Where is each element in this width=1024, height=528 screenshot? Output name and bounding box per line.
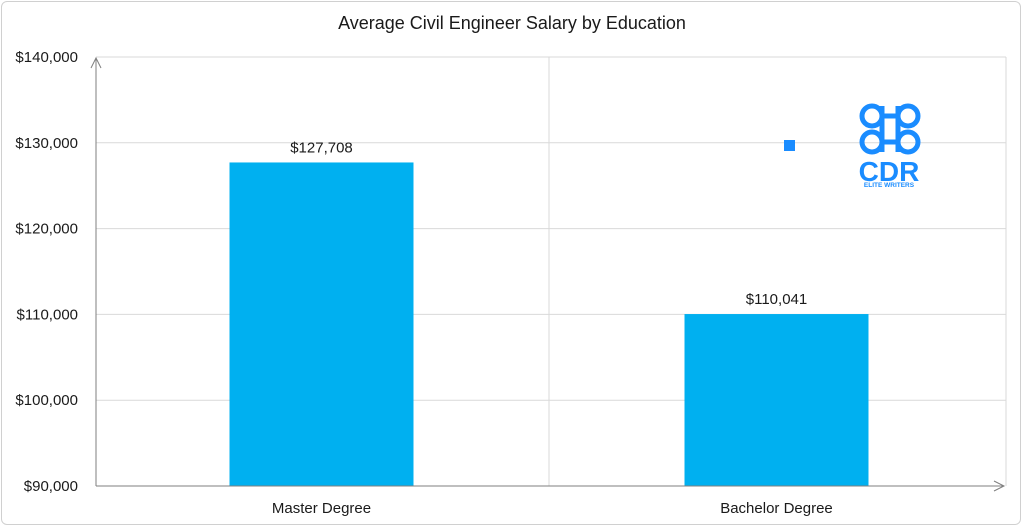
chart-title: Average Civil Engineer Salary by Educati…: [338, 13, 686, 33]
logo-main-text: CDR: [859, 156, 920, 187]
data-labels: $127,708 $110,041: [290, 139, 807, 308]
y-tick-label: $100,000: [15, 392, 78, 409]
logo-square-marker: [784, 140, 795, 151]
cdr-logo: CDR ELITE WRITERS: [784, 103, 921, 189]
y-tick-label: $140,000: [15, 49, 78, 66]
y-tick-label: $120,000: [15, 221, 78, 238]
y-tick-label: $110,000: [17, 306, 78, 323]
y-tick-label: $130,000: [15, 135, 78, 152]
logo-symbol-icon: [859, 103, 921, 155]
logo-sub-text: ELITE WRITERS: [864, 182, 915, 189]
bar-bachelor-degree: [684, 314, 869, 486]
bars: [229, 162, 869, 486]
x-category-label: Bachelor Degree: [720, 500, 833, 517]
axes: [90, 56, 1006, 492]
y-tick-label: $90,000: [24, 478, 78, 495]
bar-master-degree: [229, 162, 414, 486]
y-axis-arrow: [90, 56, 102, 69]
x-category-label: Master Degree: [272, 500, 371, 517]
x-axis-arrow: [993, 480, 1006, 492]
data-label: $110,041: [746, 291, 807, 308]
category-labels: Master Degree Bachelor Degree: [272, 500, 833, 517]
y-axis-ticks: $90,000 $100,000 $110,000 $120,000 $130,000 $…: [15, 49, 78, 495]
data-label: $127,708: [290, 139, 353, 156]
